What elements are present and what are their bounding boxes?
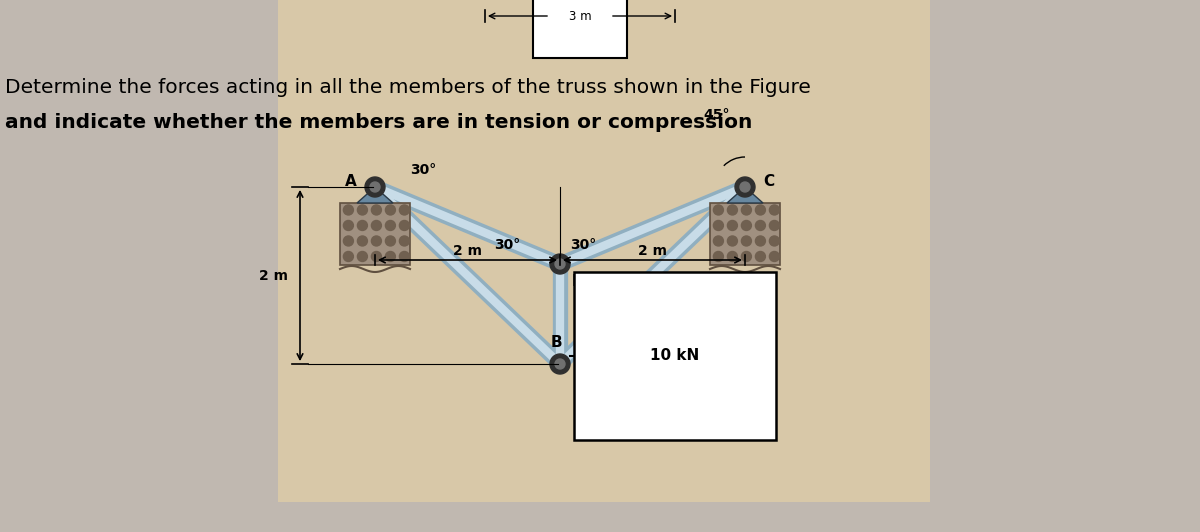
Circle shape — [385, 220, 396, 230]
Circle shape — [713, 252, 724, 261]
Circle shape — [400, 252, 409, 261]
Circle shape — [727, 252, 737, 261]
Circle shape — [756, 220, 766, 230]
Text: 2 m: 2 m — [454, 244, 482, 258]
Circle shape — [713, 205, 724, 215]
Circle shape — [727, 220, 737, 230]
Circle shape — [554, 259, 565, 269]
Circle shape — [727, 205, 737, 215]
Bar — [278, 0, 930, 502]
Circle shape — [358, 252, 367, 261]
Circle shape — [756, 252, 766, 261]
Polygon shape — [727, 187, 763, 203]
Circle shape — [742, 236, 751, 246]
Circle shape — [550, 254, 570, 274]
Polygon shape — [358, 187, 394, 203]
Bar — [340, 203, 410, 265]
Circle shape — [742, 252, 751, 261]
Circle shape — [372, 205, 382, 215]
Text: 3 m: 3 m — [569, 10, 592, 22]
Circle shape — [372, 236, 382, 246]
Text: Determine the forces acting in all the members of the truss shown in the Figure: Determine the forces acting in all the m… — [5, 78, 811, 97]
Circle shape — [372, 252, 382, 261]
Circle shape — [385, 205, 396, 215]
Circle shape — [769, 205, 780, 215]
Circle shape — [769, 252, 780, 261]
Circle shape — [740, 182, 750, 192]
Circle shape — [343, 236, 353, 246]
Circle shape — [769, 236, 780, 246]
Text: D: D — [572, 274, 584, 289]
Circle shape — [550, 354, 570, 374]
Circle shape — [385, 236, 396, 246]
Circle shape — [713, 236, 724, 246]
Circle shape — [734, 177, 755, 197]
Circle shape — [400, 205, 409, 215]
Text: 2 m: 2 m — [259, 269, 288, 282]
Circle shape — [713, 220, 724, 230]
Circle shape — [365, 177, 385, 197]
Circle shape — [343, 252, 353, 261]
Text: C: C — [763, 174, 774, 189]
Circle shape — [554, 359, 565, 369]
Circle shape — [742, 205, 751, 215]
Circle shape — [370, 182, 380, 192]
Circle shape — [358, 236, 367, 246]
Text: B: B — [550, 335, 562, 350]
Bar — [710, 203, 780, 265]
Circle shape — [343, 205, 353, 215]
Circle shape — [400, 220, 409, 230]
Circle shape — [400, 236, 409, 246]
Circle shape — [358, 220, 367, 230]
Circle shape — [343, 220, 353, 230]
Circle shape — [756, 236, 766, 246]
Text: 2 m: 2 m — [638, 244, 667, 258]
Circle shape — [358, 205, 367, 215]
Circle shape — [727, 236, 737, 246]
Circle shape — [372, 220, 382, 230]
Text: A: A — [346, 174, 358, 189]
Text: 10 kN: 10 kN — [650, 348, 700, 363]
Text: 45°: 45° — [703, 108, 730, 122]
Text: and indicate whether the members are in tension or compression: and indicate whether the members are in … — [5, 113, 752, 132]
Circle shape — [756, 205, 766, 215]
Text: 30°: 30° — [493, 238, 520, 252]
Circle shape — [769, 220, 780, 230]
Text: 30°: 30° — [570, 238, 596, 252]
Circle shape — [385, 252, 396, 261]
Circle shape — [742, 220, 751, 230]
Text: 30°: 30° — [410, 163, 437, 177]
